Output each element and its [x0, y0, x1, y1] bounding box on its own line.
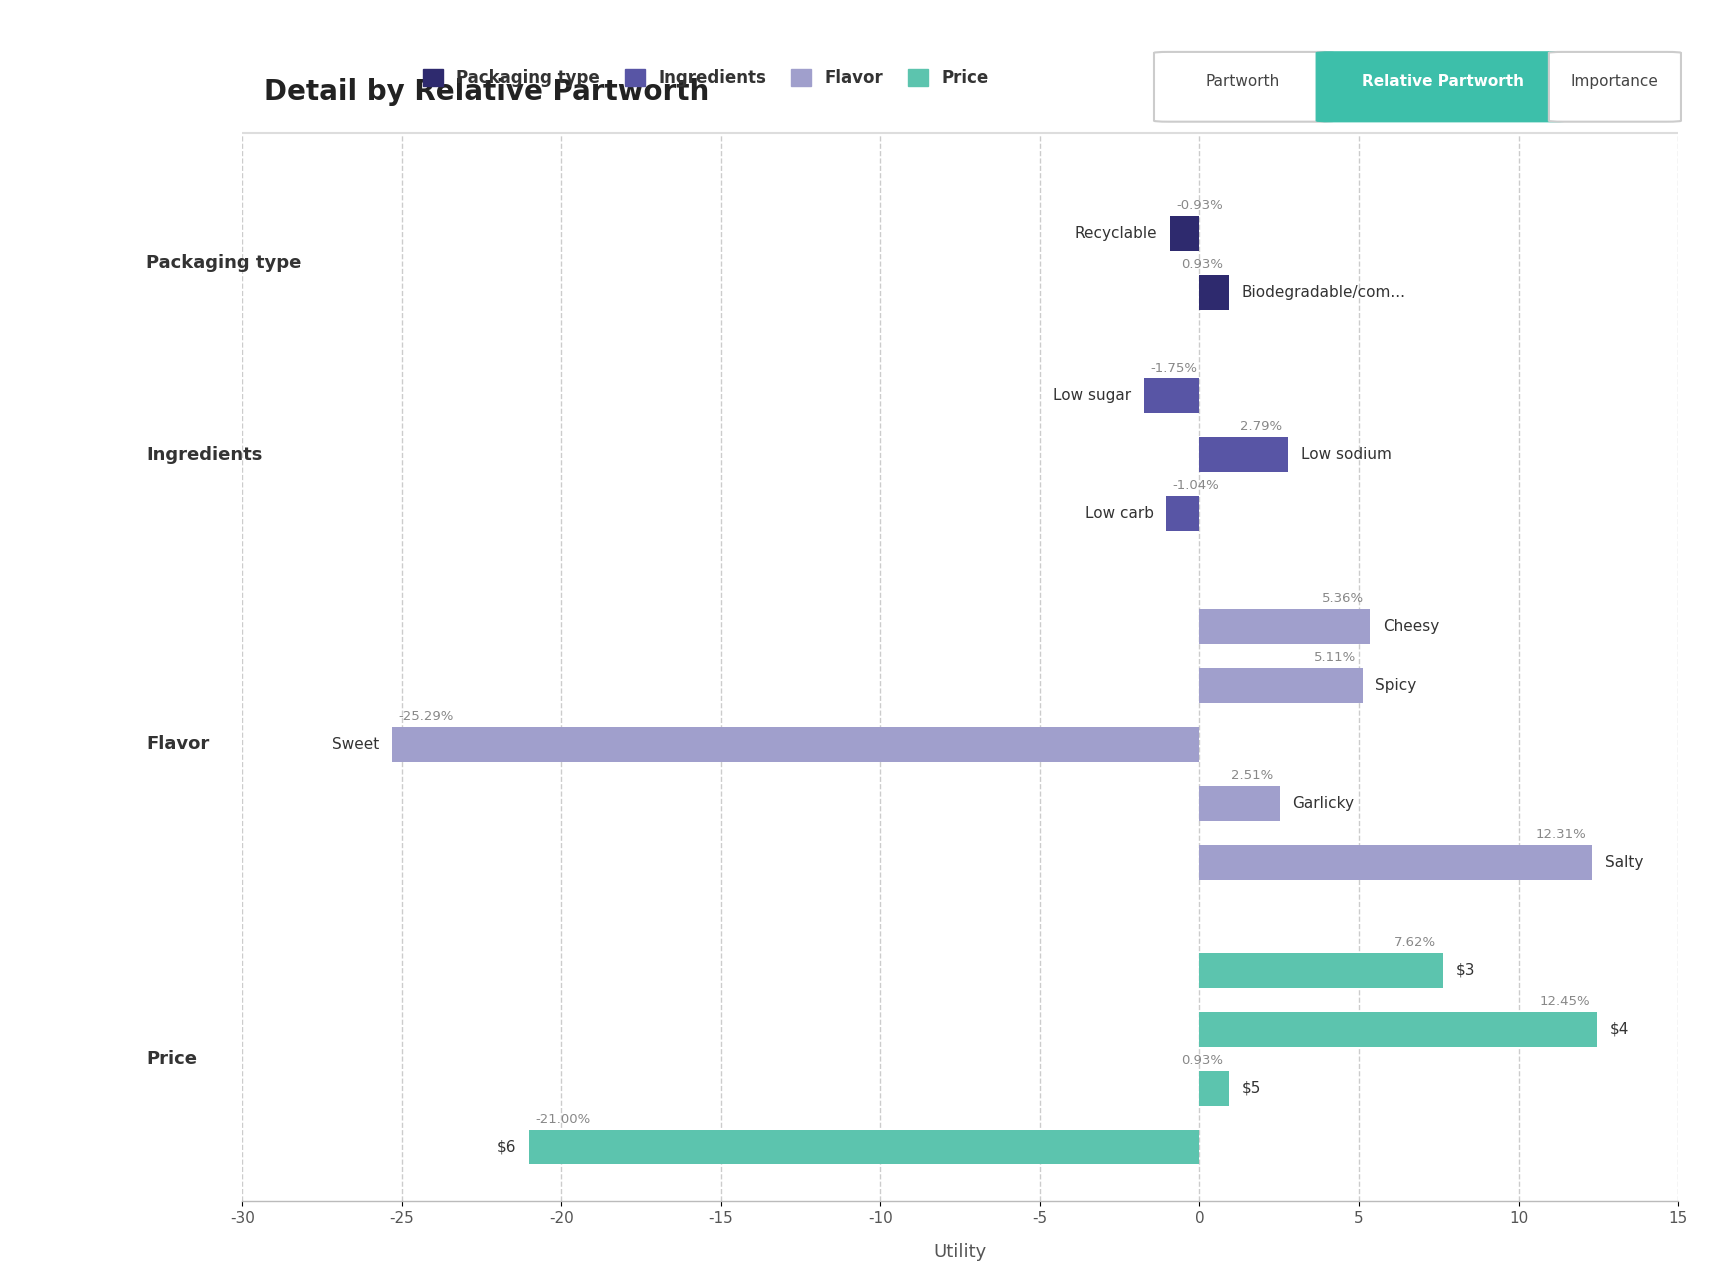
Text: Flavor: Flavor [147, 735, 209, 754]
Text: 5.11%: 5.11% [1313, 652, 1356, 665]
Bar [1199, 275, 1228, 309]
Bar [1199, 610, 1370, 644]
Text: Relative Partworth: Relative Partworth [1362, 74, 1524, 89]
Bar [1169, 216, 1199, 250]
Bar [1166, 496, 1199, 530]
Text: Biodegradable/com...: Biodegradable/com... [1242, 285, 1406, 300]
Text: $4: $4 [1609, 1022, 1630, 1036]
Text: -0.93%: -0.93% [1176, 199, 1223, 212]
Text: Low sodium: Low sodium [1301, 447, 1393, 463]
Text: 2.51%: 2.51% [1232, 769, 1273, 782]
Bar [393, 727, 1199, 762]
Text: $5: $5 [1242, 1081, 1261, 1095]
Bar [1199, 437, 1289, 472]
FancyBboxPatch shape [1548, 52, 1682, 121]
FancyBboxPatch shape [1317, 52, 1567, 121]
Text: -1.75%: -1.75% [1150, 362, 1197, 374]
X-axis label: Utility: Utility [934, 1242, 986, 1260]
Bar [1199, 953, 1443, 988]
Bar [529, 1130, 1199, 1164]
Bar [1199, 1012, 1597, 1047]
FancyBboxPatch shape [1154, 52, 1334, 121]
Text: 2.79%: 2.79% [1240, 420, 1282, 433]
Text: Packaging type: Packaging type [147, 254, 301, 272]
Text: Ingredients: Ingredients [147, 446, 263, 464]
Text: Cheesy: Cheesy [1384, 619, 1439, 634]
Text: Price: Price [147, 1049, 197, 1068]
Text: 12.45%: 12.45% [1540, 996, 1590, 1008]
Text: Importance: Importance [1571, 74, 1659, 89]
Text: Recyclable: Recyclable [1074, 226, 1157, 242]
Text: -25.29%: -25.29% [400, 711, 455, 723]
Text: 5.36%: 5.36% [1322, 593, 1365, 606]
Text: Detail by Relative Partworth: Detail by Relative Partworth [263, 78, 709, 106]
Text: 7.62%: 7.62% [1394, 937, 1436, 950]
Text: Low carb: Low carb [1085, 506, 1154, 521]
Bar [1199, 786, 1280, 820]
Text: -21.00%: -21.00% [536, 1113, 592, 1126]
Text: $3: $3 [1455, 962, 1476, 978]
Text: Garlicky: Garlicky [1292, 796, 1355, 810]
Text: Salty: Salty [1605, 855, 1644, 870]
Text: Partworth: Partworth [1206, 74, 1280, 89]
Text: Low sugar: Low sugar [1054, 389, 1131, 403]
Bar [1144, 378, 1199, 413]
Text: $6: $6 [497, 1140, 517, 1155]
Text: -1.04%: -1.04% [1173, 479, 1220, 492]
Text: 0.93%: 0.93% [1182, 1054, 1223, 1067]
Text: 12.31%: 12.31% [1535, 828, 1586, 841]
Legend: Packaging type, Ingredients, Flavor, Price: Packaging type, Ingredients, Flavor, Pri… [422, 69, 990, 87]
Bar [1199, 845, 1592, 879]
Bar [1199, 668, 1363, 703]
Text: Sweet: Sweet [332, 737, 379, 751]
Text: Spicy: Spicy [1375, 679, 1417, 693]
Bar [1199, 1071, 1228, 1105]
Text: 0.93%: 0.93% [1182, 258, 1223, 271]
